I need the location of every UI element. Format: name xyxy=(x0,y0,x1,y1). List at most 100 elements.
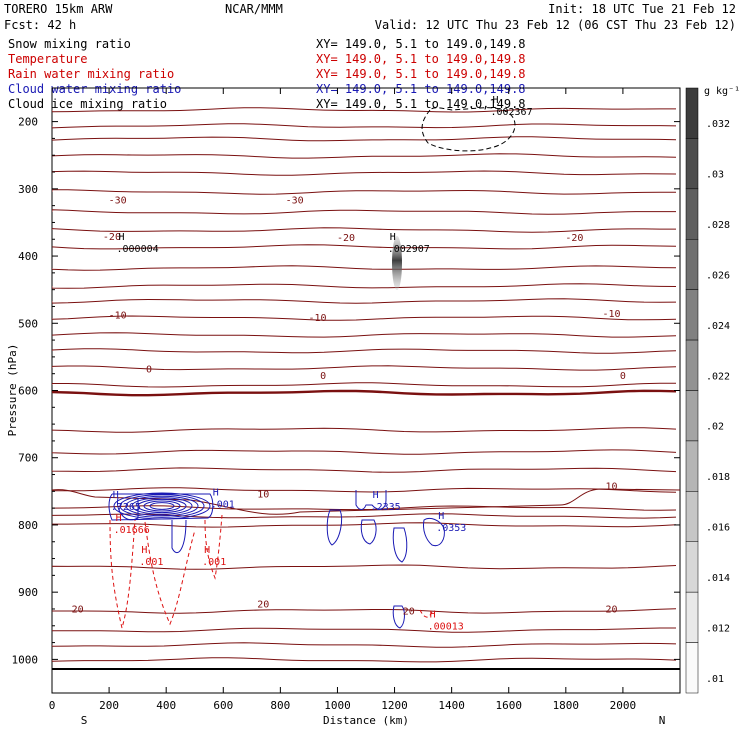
cloud-water-contour xyxy=(125,495,199,517)
cloud-water-contour xyxy=(392,605,405,629)
temperature-label: -10 xyxy=(602,309,620,320)
y-tick-label: 700 xyxy=(18,452,38,465)
cloud-water-contour xyxy=(171,519,187,554)
x-tick-label: 1600 xyxy=(495,699,522,712)
extremum-marker: H xyxy=(113,490,119,501)
isotherm-line xyxy=(52,123,677,129)
isotherm-line xyxy=(52,488,680,515)
y-tick-label: 800 xyxy=(18,519,38,532)
field-xy: XY= 149.0, 5.1 to 149.0,149.8 xyxy=(316,97,526,111)
extremum-value: .001 xyxy=(211,499,235,510)
colorbar-swatch xyxy=(685,642,699,694)
extremum-marker: H xyxy=(373,490,379,501)
temperature-label: -10 xyxy=(109,311,127,322)
cloud-water-contour xyxy=(131,497,193,515)
colorbar-tick-label: .026 xyxy=(706,270,730,281)
isotherm-line xyxy=(52,427,677,433)
isotherm-line xyxy=(52,382,676,388)
temperature-label: -20 xyxy=(565,233,583,244)
snow-shaded-region xyxy=(392,236,402,290)
isotherm-line xyxy=(52,315,677,321)
isotherm-line xyxy=(52,153,677,159)
isotherm-line xyxy=(52,227,676,233)
field-xy: XY= 149.0, 5.1 to 149.0,149.8 xyxy=(316,52,526,66)
isotherm-line xyxy=(52,348,677,354)
temperature-label: -30 xyxy=(109,196,127,207)
colorbar-tick-label: .024 xyxy=(706,321,730,332)
isotherm-line xyxy=(52,365,677,371)
colorbar-tick-label: .022 xyxy=(706,371,730,382)
extremum-value: .000004 xyxy=(117,244,159,255)
isotherm-line xyxy=(52,505,677,511)
isotherm-line xyxy=(52,642,677,648)
extremum-value: .002907 xyxy=(388,244,430,255)
x-tick-label: 1400 xyxy=(438,699,465,712)
temperature-label: 20 xyxy=(257,600,269,611)
rain-contour xyxy=(419,609,433,618)
colorbar-tick-label: .014 xyxy=(706,573,730,584)
isotherm-line xyxy=(52,332,677,338)
cloud-water-contour xyxy=(143,500,181,512)
colorbar-tick-label: .016 xyxy=(706,523,730,534)
y-axis-label: Pressure (hPa) xyxy=(6,344,19,437)
org-title: NCAR/MMM xyxy=(225,2,283,16)
model-title: TORERO 15km ARW xyxy=(4,2,113,16)
temperature-label: 20 xyxy=(72,604,84,615)
extremum-marker: H xyxy=(390,232,396,243)
temperature-label: -20 xyxy=(103,232,121,243)
plot-area: -30 -30 -20 -20 -20 -10 -10 -10 0 0 0 10 10 20 20 20 20 H… xyxy=(52,79,680,663)
temperature-label: 20 xyxy=(605,604,617,615)
cloud-water-contours xyxy=(108,490,445,629)
rain-contour xyxy=(109,519,136,630)
extremum-marker: H xyxy=(141,545,147,556)
x-tick-label: 1000 xyxy=(324,699,351,712)
temperature-contours xyxy=(52,107,680,663)
isotherm-line xyxy=(52,449,677,455)
extremum-value: .000591 xyxy=(82,79,124,90)
temperature-label: -10 xyxy=(308,313,326,324)
y-tick-label: 200 xyxy=(18,116,38,129)
snow-contours xyxy=(392,107,516,290)
extremum-value: .002367 xyxy=(490,107,532,118)
y-tick-label: 400 xyxy=(18,250,38,263)
cloud-water-contour xyxy=(355,490,387,510)
cloud-water-contour xyxy=(326,509,343,546)
rain-contour xyxy=(144,521,196,626)
colorbar-swatch xyxy=(685,591,699,643)
cloud-water-contour xyxy=(149,502,175,510)
isotherm-line xyxy=(52,209,676,215)
x-tick-label: 1800 xyxy=(553,699,580,712)
isotherm-line xyxy=(52,522,677,528)
rain-contour xyxy=(204,514,223,580)
colorbar-tick-label: .01 xyxy=(706,674,724,685)
isotherm-line xyxy=(52,564,677,570)
contour-labels: -30 -30 -20 -20 -20 -10 -10 -10 0 0 0 10 10 20 20 20 20 H… xyxy=(72,79,626,633)
temperature-label: 20 xyxy=(403,606,415,617)
temperature-label: 0 xyxy=(146,364,152,375)
field-name: Cloud ice mixing ratio xyxy=(8,97,167,111)
y-tick-label: 1000 xyxy=(12,653,39,666)
isotherm-line xyxy=(52,487,677,493)
cloud-water-contour xyxy=(119,494,205,518)
isotherm-line xyxy=(52,627,676,633)
x-tick-label: 1200 xyxy=(381,699,408,712)
field-xy: XY= 149.0, 5.1 to 149.0,149.8 xyxy=(316,37,526,51)
temperature-label: 10 xyxy=(257,489,269,500)
colorbar-tick-label: .018 xyxy=(706,472,730,483)
extremum-value: .001 xyxy=(139,557,163,568)
isotherm-line xyxy=(52,608,677,614)
temperature-label: 10 xyxy=(605,481,617,492)
cloud-water-contour xyxy=(108,493,214,521)
isotherm-line xyxy=(52,389,677,397)
cloud-water-contour xyxy=(423,517,445,547)
colorbar-tick-label: .012 xyxy=(706,623,730,634)
isotherm-line xyxy=(52,189,676,195)
field-name: Snow mixing ratio xyxy=(8,37,131,51)
temperature-label: -30 xyxy=(286,196,304,207)
isotherm-line xyxy=(52,136,677,142)
y-tick-label: 300 xyxy=(18,183,38,196)
field-name: Cloud water mixing ratio xyxy=(8,82,181,96)
extremum-marker: H xyxy=(430,610,436,621)
